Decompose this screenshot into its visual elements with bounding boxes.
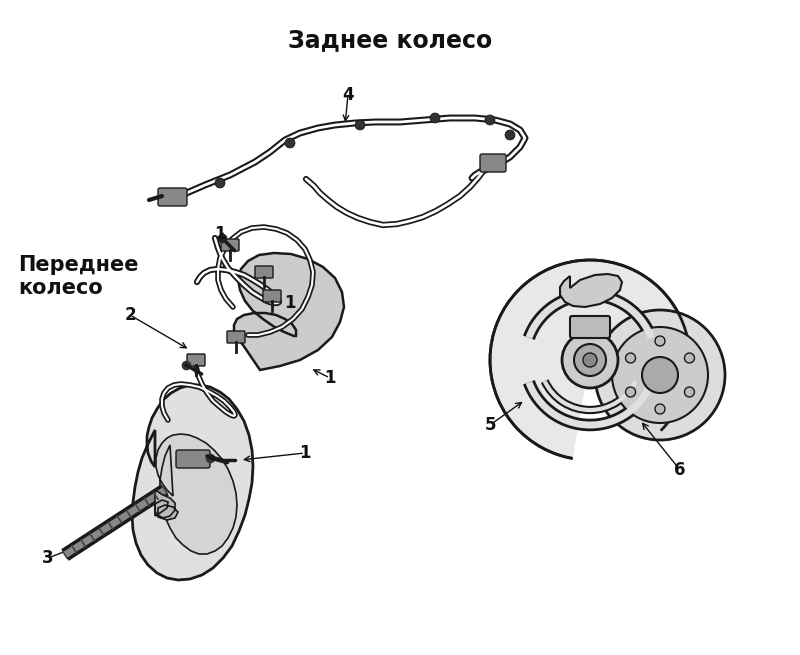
Polygon shape [132,385,253,580]
FancyBboxPatch shape [263,290,281,302]
Text: 1: 1 [299,444,310,462]
FancyBboxPatch shape [570,316,610,338]
Circle shape [562,332,618,388]
Polygon shape [155,490,178,520]
Text: 5: 5 [484,416,496,434]
Circle shape [655,336,665,346]
FancyBboxPatch shape [480,154,506,172]
Circle shape [505,130,515,140]
Circle shape [583,353,597,367]
FancyBboxPatch shape [158,188,187,206]
Text: 1: 1 [214,225,226,243]
Polygon shape [560,274,622,307]
Text: 3: 3 [42,549,54,567]
Polygon shape [234,253,344,370]
Circle shape [595,310,725,440]
Text: Заднее колесо: Заднее колесо [288,28,492,52]
Circle shape [685,353,694,363]
Circle shape [485,115,495,125]
Circle shape [626,387,635,397]
Text: Переднее
колесо: Переднее колесо [18,255,138,298]
Circle shape [574,344,606,376]
Text: 2: 2 [124,306,136,324]
Circle shape [685,387,694,397]
Circle shape [285,138,295,148]
Text: 4: 4 [342,86,354,104]
Circle shape [642,357,678,393]
Circle shape [612,327,708,423]
Circle shape [655,404,665,414]
Circle shape [490,260,690,460]
Wedge shape [572,360,664,465]
Circle shape [430,113,440,123]
FancyBboxPatch shape [187,354,205,366]
Circle shape [355,120,365,130]
Circle shape [626,353,635,363]
FancyBboxPatch shape [221,239,239,251]
FancyBboxPatch shape [176,450,210,468]
FancyBboxPatch shape [227,331,245,343]
FancyBboxPatch shape [255,266,273,278]
Polygon shape [156,434,237,554]
Text: 1: 1 [324,369,336,387]
Text: 6: 6 [674,461,686,479]
Circle shape [215,178,225,188]
Text: 1: 1 [284,294,296,312]
